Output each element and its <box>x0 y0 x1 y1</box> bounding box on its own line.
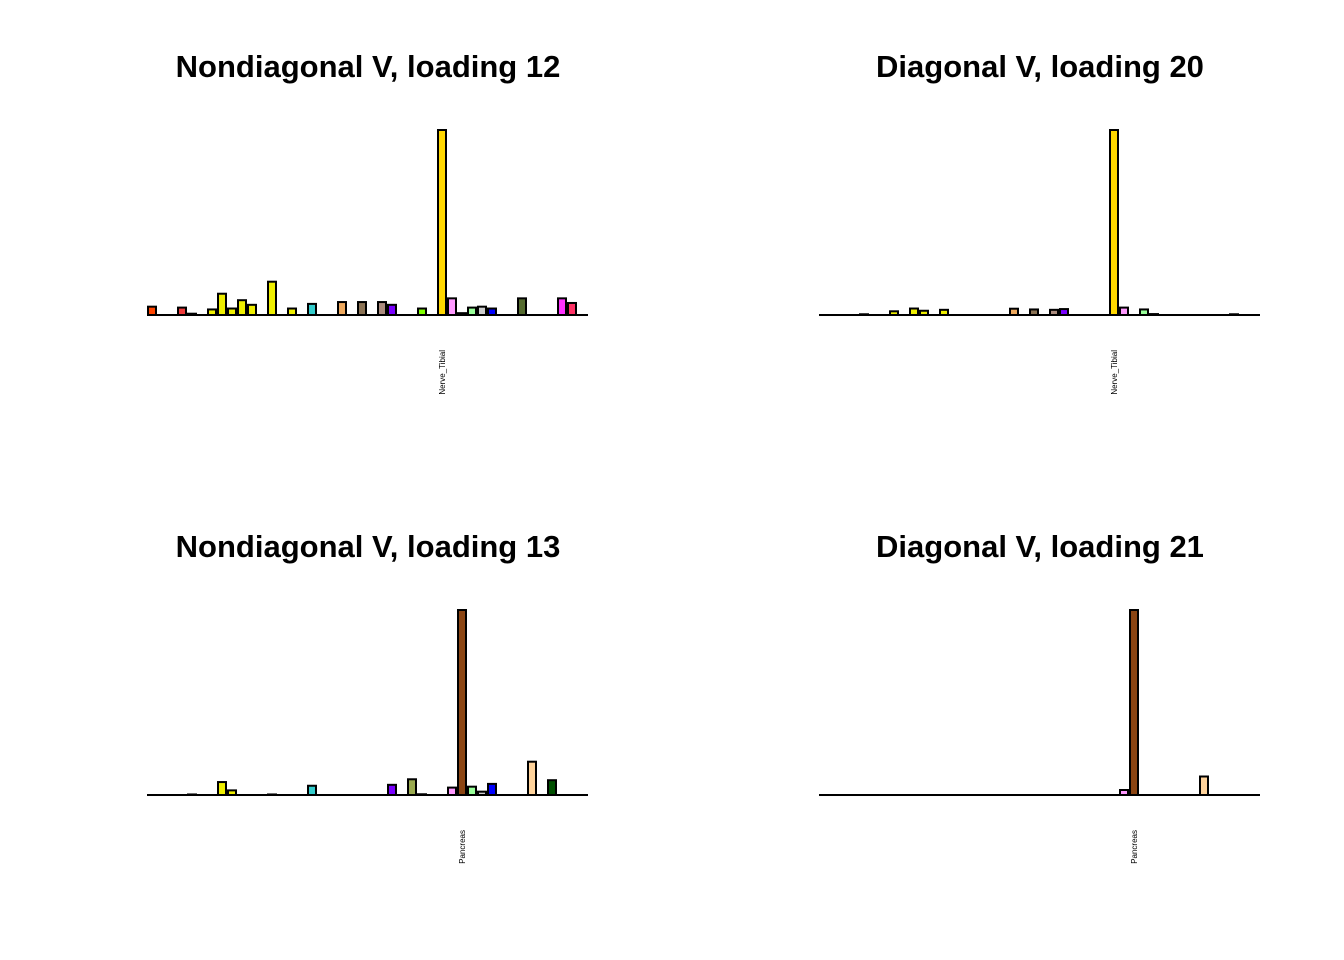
bar <box>407 778 417 797</box>
bar <box>177 306 187 317</box>
category-label: Nerve_Tibial <box>438 350 447 395</box>
bar <box>1119 306 1129 317</box>
category-label: Pancreas <box>458 830 467 864</box>
bar <box>1109 129 1119 316</box>
panel-nondiagonal-13: Nondiagonal V, loading 13 Pancreas <box>147 529 588 864</box>
panel-diagonal-20: Diagonal V, loading 20 Nerve_Tibial <box>819 49 1260 395</box>
bar <box>307 784 317 796</box>
bar <box>337 301 347 316</box>
category-label: Nerve_Tibial <box>1110 350 1119 395</box>
bar <box>1199 775 1209 796</box>
bar <box>447 786 457 796</box>
bar <box>247 303 257 317</box>
bar <box>357 301 367 316</box>
bar <box>547 779 557 797</box>
bar <box>377 301 387 316</box>
chart-title: Diagonal V, loading 20 <box>876 49 1204 84</box>
chart-title: Nondiagonal V, loading 13 <box>176 529 561 564</box>
bar <box>217 781 227 796</box>
chart-title: Diagonal V, loading 21 <box>876 529 1204 564</box>
panel-diagonal-21: Diagonal V, loading 21 Pancreas <box>819 529 1260 864</box>
bar <box>387 303 397 317</box>
bar <box>447 297 457 317</box>
bar <box>557 297 567 317</box>
bar <box>437 129 447 316</box>
panel-nondiagonal-12: Nondiagonal V, loading 12 Nerve_Tibial <box>147 49 588 395</box>
bar <box>307 302 317 316</box>
bar <box>147 305 157 316</box>
bar <box>387 783 397 797</box>
bar <box>457 609 467 796</box>
chart-title: Nondiagonal V, loading 12 <box>176 49 561 84</box>
bar <box>517 297 527 317</box>
category-label: Pancreas <box>1130 830 1139 864</box>
bar <box>467 785 477 796</box>
bar <box>237 299 247 317</box>
bar <box>567 301 577 317</box>
bar <box>217 292 227 317</box>
bar <box>487 782 497 797</box>
bar <box>467 306 477 317</box>
bar <box>477 305 487 316</box>
bar <box>527 760 537 797</box>
bar <box>1129 609 1139 796</box>
bar <box>267 280 277 317</box>
